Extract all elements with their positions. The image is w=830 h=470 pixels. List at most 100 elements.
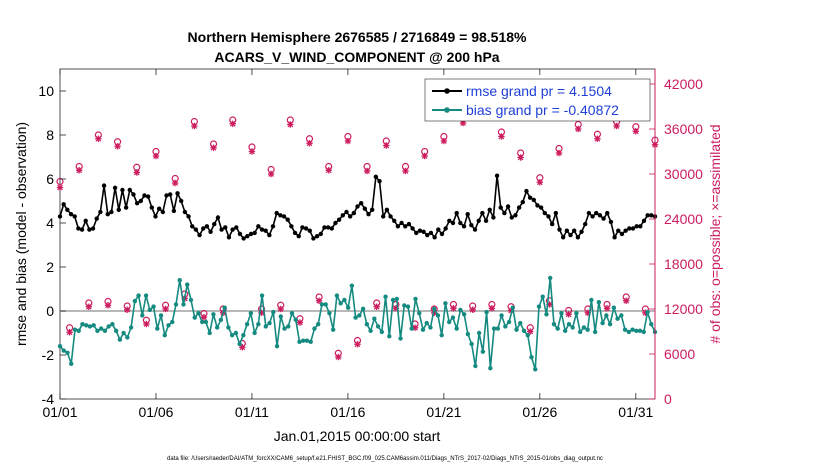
x-tick-label: 01/26	[522, 404, 557, 420]
bias-point	[244, 322, 250, 327]
rmse-point	[619, 231, 625, 237]
bias-point	[510, 305, 515, 310]
rmse-point	[164, 193, 169, 198]
obs-assimilated-point	[373, 303, 380, 310]
bias-point	[214, 325, 220, 330]
bias-point	[113, 328, 119, 333]
rmse-point	[520, 199, 525, 205]
obs-assimilated-point	[171, 179, 179, 187]
rmse-point	[160, 209, 166, 215]
y-right-tick-label: 0	[664, 391, 672, 407]
y-tick-label: -4	[42, 391, 55, 407]
rmse-point	[513, 213, 518, 218]
rmse-point	[373, 174, 379, 179]
bias-point	[211, 312, 216, 317]
bias-point	[424, 320, 429, 326]
rmse-point	[223, 225, 228, 230]
bias-point	[461, 312, 467, 317]
rmse-point	[436, 227, 441, 232]
bias-point	[514, 327, 519, 332]
rmse-point	[241, 236, 246, 241]
bias-point	[83, 323, 89, 328]
rmse-point	[531, 197, 536, 203]
rmse-point	[226, 235, 232, 240]
rmse-point	[516, 205, 522, 210]
bias-point	[641, 329, 646, 335]
bias-point	[271, 309, 276, 315]
rmse-point	[190, 224, 195, 229]
y-right-tick-label: 42000	[664, 76, 703, 92]
bias-point	[503, 324, 508, 329]
bias-point	[585, 327, 590, 332]
bias-point	[357, 313, 362, 318]
bias-point	[207, 330, 212, 336]
legend-rmse-label: rmse grand pr = 4.1504	[466, 83, 612, 99]
rmse-point	[303, 226, 309, 231]
bias-point	[233, 330, 239, 336]
rmse-point	[79, 227, 85, 232]
obs-assimilated-point	[239, 344, 246, 351]
bias-point	[274, 344, 280, 349]
bias-point	[170, 319, 175, 325]
bias-point	[203, 319, 209, 325]
rmse-point	[417, 228, 423, 233]
data-file-footer: data file: /Users/raeder/DAI/ATM_forcXX/…	[167, 456, 603, 462]
bias-point	[312, 326, 317, 331]
bias-point	[619, 313, 624, 318]
bias-point	[218, 317, 224, 322]
obs-assimilated-point	[488, 305, 496, 312]
bias-point	[589, 297, 594, 303]
bias-point	[349, 283, 355, 288]
rmse-point	[414, 230, 419, 236]
bias-point	[162, 333, 167, 338]
rmse-point	[336, 217, 342, 222]
y-tick-label: 2	[46, 259, 54, 275]
obs-assimilated-point	[555, 149, 563, 157]
bias-point	[353, 315, 358, 320]
obs-assimilated-point	[152, 152, 160, 160]
obs-assimilated-point	[565, 311, 572, 318]
obs-assimilated-point	[440, 137, 448, 145]
bias-point	[634, 328, 639, 333]
rmse-point	[65, 207, 70, 212]
bias-point	[334, 293, 340, 298]
rmse-point	[638, 224, 643, 229]
rmse-point	[542, 210, 548, 216]
legend: rmse grand pr = 4.1504 bias grand pr = -…	[424, 78, 651, 122]
rmse-point	[553, 210, 559, 216]
bias-point	[136, 293, 141, 298]
bias-point	[173, 302, 179, 307]
rmse-point	[395, 224, 401, 229]
rmse-point	[590, 214, 595, 219]
bias-point	[364, 322, 370, 327]
bias-point	[121, 330, 126, 336]
bias-point	[345, 305, 351, 310]
rmse-point	[219, 227, 224, 232]
legend-box	[424, 78, 651, 122]
rmse-point	[314, 234, 320, 239]
rmse-point	[351, 210, 357, 216]
bias-point	[645, 309, 650, 315]
bias-point	[405, 304, 411, 309]
bias-point	[95, 328, 100, 333]
rmse-point	[645, 213, 650, 218]
rmse-point	[627, 226, 632, 231]
obs-assimilated-point	[632, 128, 640, 135]
obs-assimilated-point	[267, 170, 275, 178]
obs-assimilated-point	[287, 121, 294, 128]
rmse-point	[362, 206, 368, 211]
x-tick-label: 01/11	[235, 404, 269, 420]
obs-assimilated-point	[335, 353, 342, 361]
rmse-point	[61, 202, 66, 207]
rmse-point	[447, 218, 452, 223]
bias-point	[196, 311, 201, 316]
obs-assimilated-point	[459, 119, 467, 127]
bias-point	[293, 317, 298, 322]
bias-point	[446, 319, 452, 325]
obs-assimilated-point	[133, 169, 140, 176]
rmse-point	[612, 235, 617, 240]
bias-point	[533, 367, 538, 372]
bias-point	[570, 325, 575, 330]
rmse-point	[292, 230, 298, 236]
bias-point	[394, 296, 399, 302]
